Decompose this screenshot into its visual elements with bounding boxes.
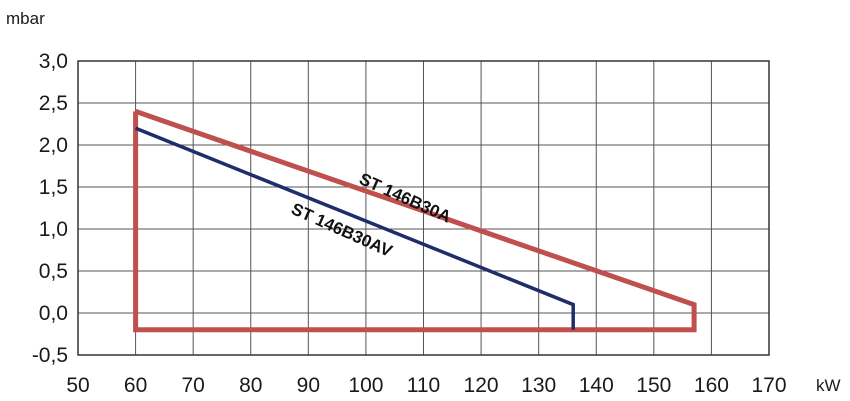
y-tick-label: -0,5 <box>32 344 68 367</box>
x-tick-labels: 50 60 70 80 90 100 110 120 130 140 150 160 170 <box>66 374 786 397</box>
x-tick-label: 160 <box>694 374 729 397</box>
y-tick-labels: 3,0 2,5 2,0 1,5 1,0 0,5 0,0 -0,5 <box>32 50 68 367</box>
x-tick-label: 90 <box>297 374 320 397</box>
x-tick-label: 100 <box>348 374 383 397</box>
x-tick-label: 80 <box>239 374 262 397</box>
grid <box>77 60 770 356</box>
y-tick-label: 3,0 <box>39 50 68 73</box>
y-tick-label: 2,0 <box>39 134 68 157</box>
x-tick-label: 130 <box>521 374 556 397</box>
y-tick-label: 0,0 <box>39 302 68 325</box>
plot-frame <box>77 60 770 356</box>
series-line-st-146b30av <box>134 126 575 330</box>
x-axis-unit-label: kW <box>816 376 841 395</box>
x-tick-label: 120 <box>464 374 499 397</box>
x-tick-label: 170 <box>751 374 786 397</box>
x-tick-label: 140 <box>579 374 614 397</box>
series-label-st146b30a: ST 146B30A <box>356 169 454 226</box>
x-tick-label: 60 <box>124 374 147 397</box>
series-label-st146b30av: ST 146B30AV <box>288 199 395 261</box>
y-tick-label: 2,5 <box>39 92 68 115</box>
series-group <box>133 109 697 333</box>
y-tick-label: 1,0 <box>39 218 68 241</box>
y-axis-unit-label: mbar <box>6 9 45 28</box>
x-tick-label: 70 <box>181 374 204 397</box>
y-tick-label: 0,5 <box>39 260 68 283</box>
x-tick-label: 150 <box>636 374 671 397</box>
series-line-st-146b30a <box>133 109 697 333</box>
x-tick-label: 110 <box>407 374 440 397</box>
x-tick-label: 50 <box>66 374 89 397</box>
y-tick-label: 1,5 <box>39 176 68 199</box>
